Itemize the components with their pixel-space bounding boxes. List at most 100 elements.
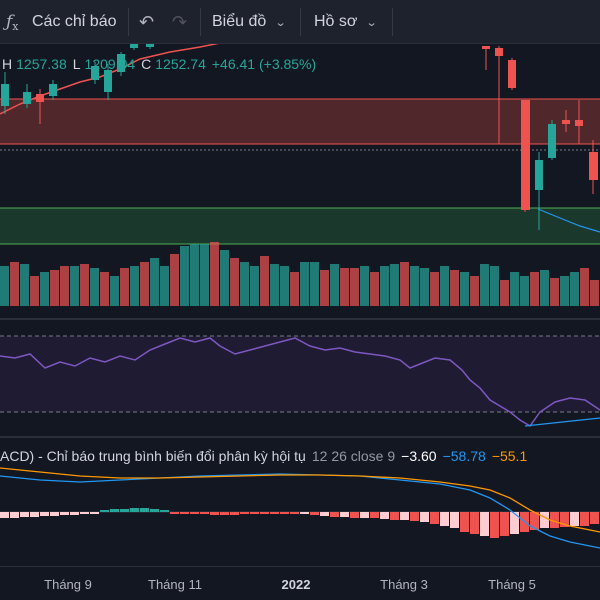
volume-bar bbox=[10, 262, 19, 306]
volume-bar bbox=[540, 270, 549, 306]
volume-bar bbox=[550, 278, 559, 306]
volume-bar bbox=[590, 280, 599, 306]
signal-line-value: −55.1 bbox=[491, 448, 528, 464]
macd-chart[interactable] bbox=[0, 438, 600, 566]
volume-bar bbox=[450, 270, 459, 306]
time-tick: Tháng 5 bbox=[488, 577, 536, 592]
volume-bar bbox=[200, 244, 209, 306]
macd-histogram-bar bbox=[480, 512, 489, 536]
macd-histogram-bar bbox=[0, 512, 9, 518]
macd-histogram-bar bbox=[180, 512, 189, 514]
macd-histogram-bar bbox=[120, 509, 129, 512]
time-axis[interactable]: Tháng 9 Tháng 11 2022 Tháng 3 Tháng 5 bbox=[0, 566, 600, 600]
macd-histogram-bar bbox=[280, 512, 289, 514]
volume-bar bbox=[230, 258, 239, 306]
volume-bar bbox=[30, 276, 39, 306]
price-chart[interactable] bbox=[0, 44, 600, 314]
macd-histogram-bar bbox=[170, 512, 179, 514]
macd-histogram-bar bbox=[20, 512, 29, 517]
macd-histogram bbox=[0, 508, 599, 538]
time-tick: 2022 bbox=[281, 577, 311, 592]
redo-icon[interactable]: ↷ bbox=[172, 11, 188, 32]
macd-histogram-bar bbox=[570, 512, 579, 526]
macd-legend: ACD) - Chỉ báo trung bình biến đổi phân … bbox=[0, 448, 527, 464]
volume-bar bbox=[430, 272, 439, 306]
chart-type-label: Biểu đồ bbox=[212, 13, 267, 30]
macd-histogram-bar bbox=[100, 510, 109, 512]
macd-histogram-bar bbox=[250, 512, 259, 514]
volume-bar bbox=[0, 266, 9, 306]
macd-histogram-bar bbox=[390, 512, 399, 520]
volume-bar bbox=[90, 268, 99, 306]
undo-icon[interactable]: ↶ bbox=[139, 11, 155, 32]
candle bbox=[91, 66, 99, 80]
candle bbox=[104, 70, 112, 92]
macd-histogram-bar bbox=[30, 512, 39, 517]
signal-line bbox=[0, 467, 600, 533]
volume-bar bbox=[350, 268, 359, 306]
candle bbox=[575, 120, 583, 126]
chart-type-button[interactable]: Biểu đồ ⌄ bbox=[212, 0, 287, 44]
volume-bar bbox=[310, 262, 319, 306]
macd-histogram-bar bbox=[330, 512, 339, 517]
volume-bar bbox=[420, 268, 429, 306]
ohlc-change: +46.41 (+3.85%) bbox=[211, 56, 317, 72]
rsi-pane[interactable] bbox=[0, 318, 600, 434]
macd-histogram-bar bbox=[230, 512, 239, 515]
volume-bar bbox=[20, 264, 29, 306]
volume-bar bbox=[330, 264, 339, 306]
volume-bar bbox=[320, 270, 329, 306]
toolbar-divider bbox=[300, 8, 301, 36]
volume-bar bbox=[40, 272, 49, 306]
macd-pane[interactable]: ACD) - Chỉ báo trung bình biến đổi phân … bbox=[0, 436, 600, 566]
macd-histogram-bar bbox=[60, 512, 69, 515]
macd-histogram-bar bbox=[40, 512, 49, 516]
macd-histogram-bar bbox=[490, 512, 499, 538]
macd-histogram-bar bbox=[590, 512, 599, 524]
volume-bar bbox=[210, 242, 219, 306]
macd-histogram-bar bbox=[350, 512, 359, 518]
volume-bar bbox=[280, 266, 289, 306]
volume-bar bbox=[580, 268, 589, 306]
candle bbox=[36, 94, 44, 102]
ohlc-low-value: 1209.04 bbox=[84, 56, 136, 72]
volume-bar bbox=[150, 258, 159, 306]
rsi-trend-line bbox=[524, 417, 600, 427]
ohlc-high-key: H bbox=[2, 56, 13, 72]
macd-histogram-value: −3.60 bbox=[401, 448, 437, 464]
toolbar-divider bbox=[392, 8, 393, 36]
volume-bar bbox=[560, 276, 569, 306]
macd-histogram-bar bbox=[50, 512, 59, 516]
ohlc-close-key: C bbox=[141, 56, 152, 72]
ohlc-legend: H 1257.38 L 1209.04 C 1252.74 +46.41 (+3.85… bbox=[2, 56, 318, 72]
macd-line bbox=[0, 473, 600, 549]
macd-histogram-bar bbox=[10, 512, 19, 518]
volume-bar bbox=[70, 266, 79, 306]
volume-bar bbox=[260, 256, 269, 306]
volume-bar bbox=[220, 250, 229, 306]
macd-histogram-bar bbox=[340, 512, 349, 517]
macd-histogram-bar bbox=[80, 512, 89, 514]
volume-bar bbox=[400, 262, 409, 306]
rsi-chart[interactable] bbox=[0, 320, 600, 434]
macd-histogram-bar bbox=[550, 512, 559, 528]
volume-bar bbox=[60, 266, 69, 306]
macd-histogram-bar bbox=[130, 508, 139, 512]
volume-bar bbox=[500, 280, 509, 306]
price-pane[interactable]: H 1257.38 L 1209.04 C 1252.74 +46.41 (+3.85… bbox=[0, 44, 600, 314]
time-tick: Tháng 3 bbox=[380, 577, 428, 592]
macd-histogram-bar bbox=[300, 512, 309, 514]
macd-histogram-bar bbox=[470, 512, 479, 534]
volume-bar bbox=[360, 266, 369, 306]
profile-button[interactable]: Hồ sơ ⌄ bbox=[314, 0, 378, 44]
volume-bar bbox=[510, 272, 519, 306]
indicators-button[interactable]: Các chỉ báo bbox=[32, 13, 117, 30]
ohlc-high-value: 1257.38 bbox=[16, 56, 67, 72]
volume-bar bbox=[410, 266, 419, 306]
volume-bar bbox=[570, 272, 579, 306]
volume-bar bbox=[370, 272, 379, 306]
toolbar-divider bbox=[200, 8, 201, 36]
macd-histogram-bar bbox=[220, 512, 229, 515]
volume-bar bbox=[140, 262, 149, 306]
